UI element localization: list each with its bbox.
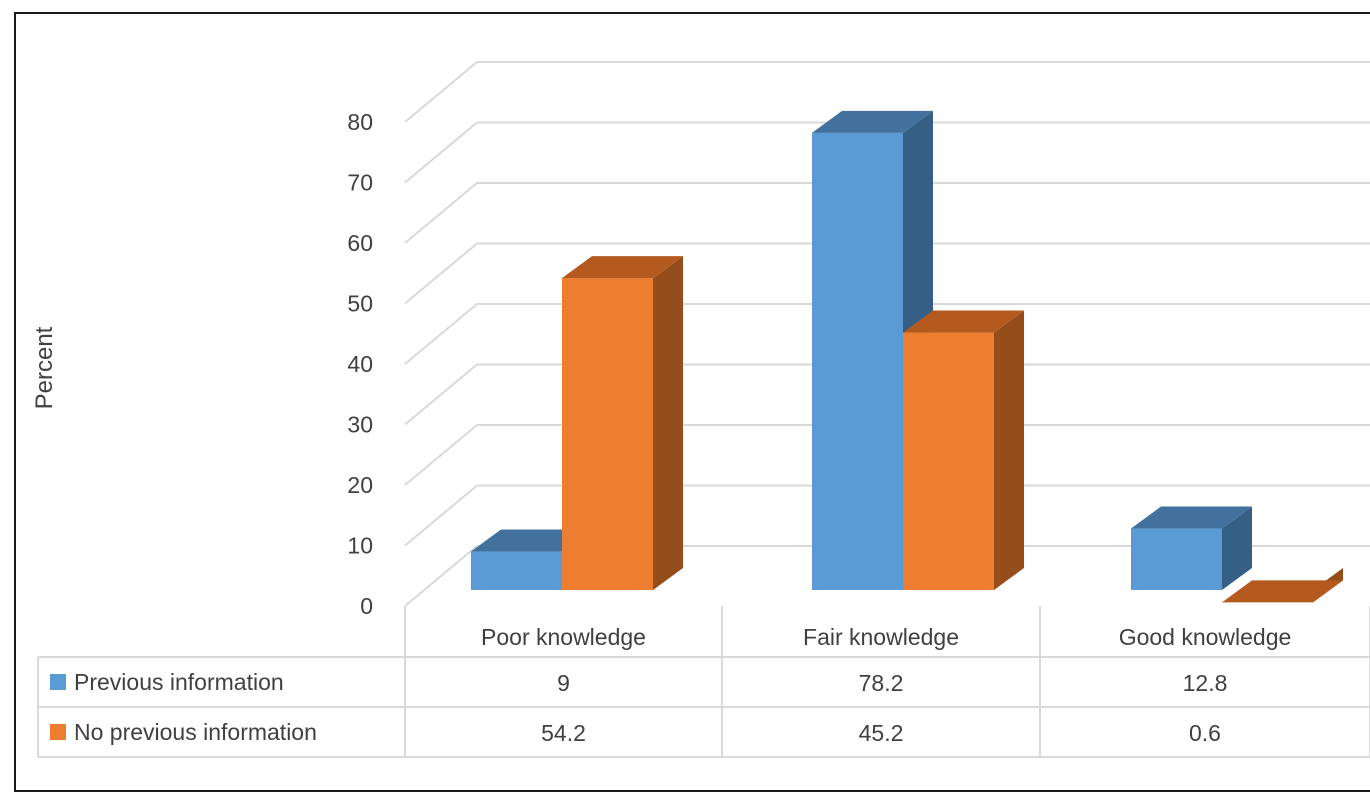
bar: [562, 256, 683, 590]
bar-front: [1131, 528, 1222, 590]
gridline-diagonal: [404, 303, 478, 365]
bar-top: [812, 110, 933, 133]
y-axis-label: Percent: [31, 326, 58, 409]
y-tick-label: 20: [347, 472, 373, 498]
legend-swatch: [50, 724, 66, 740]
bar-top: [1131, 506, 1252, 529]
legend-label: No previous information: [74, 719, 317, 745]
data-table-value: 54.2: [541, 720, 586, 746]
data-table-value: 0.6: [1189, 720, 1221, 746]
bar-side: [653, 256, 683, 590]
y-axis: 0 10 20 30 40 50 60 70 80: [347, 109, 373, 619]
x-category-label: Poor knowledge: [481, 624, 646, 650]
gridline-diagonal: [404, 61, 478, 123]
bar-top: [562, 256, 683, 279]
bar-top: [1222, 580, 1343, 603]
gridline-diagonal: [404, 424, 478, 486]
gridline-diagonal: [404, 484, 478, 547]
bar: [1131, 506, 1252, 590]
y-tick-label: 70: [347, 170, 373, 196]
y-tick-label: 0: [360, 593, 373, 619]
data-table-value: 45.2: [859, 720, 904, 746]
bar-top: [903, 310, 1024, 333]
x-category-label: Fair knowledge: [803, 624, 959, 650]
gridline-diagonal: [404, 242, 478, 305]
bar-side: [1222, 506, 1252, 590]
y-tick-label: 30: [347, 412, 373, 438]
gridline-diagonal: [404, 182, 478, 244]
bars: [471, 110, 1343, 603]
y-tick-label: 10: [347, 533, 373, 559]
y-tick-label: 40: [347, 351, 373, 377]
bar-front: [471, 551, 562, 590]
legend-swatch: [50, 674, 66, 690]
gridline-diagonal: [404, 363, 478, 426]
data-table-value: 12.8: [1183, 670, 1228, 696]
y-tick-label: 50: [347, 291, 373, 317]
bar-side: [994, 310, 1024, 590]
bar-front: [903, 332, 994, 590]
gridline-diagonal: [404, 545, 478, 607]
data-table: Poor knowledge Fair knowledge Good knowled…: [37, 606, 1370, 758]
y-tick-label: 80: [347, 109, 373, 135]
bar-front: [562, 278, 653, 590]
bar-top: [471, 529, 592, 552]
gridline-diagonal: [404, 121, 478, 184]
bar: [903, 310, 1024, 590]
legend-label: Previous information: [74, 669, 284, 695]
bar: [1222, 568, 1343, 603]
y-tick-label: 60: [347, 230, 373, 256]
x-category-label: Good knowledge: [1119, 624, 1292, 650]
data-table-value: 9: [557, 670, 570, 696]
bar-front: [812, 132, 903, 590]
data-table-value: 78.2: [859, 670, 904, 696]
